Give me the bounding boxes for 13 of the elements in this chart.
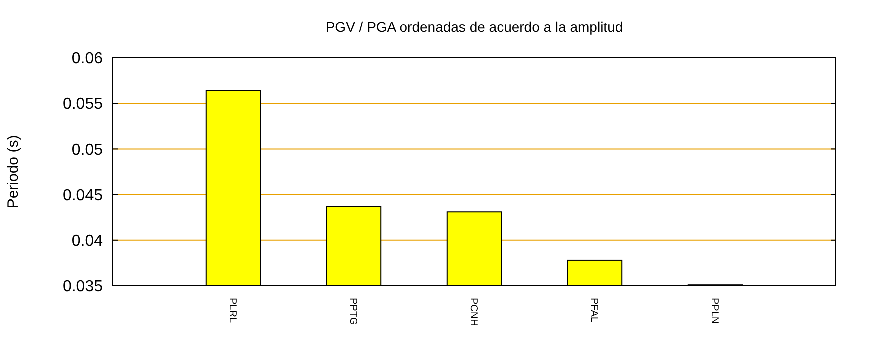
x-tick-label: PLRL bbox=[227, 298, 238, 324]
y-tick-label: 0.04 bbox=[72, 233, 104, 250]
y-tick-label: 0.06 bbox=[72, 50, 104, 68]
y-tick-label: 0.055 bbox=[62, 96, 104, 114]
y-axis-title: Periodo (s) bbox=[5, 135, 22, 209]
chart-title: PGV / PGA ordenadas de acuerdo a la amplitud bbox=[326, 19, 624, 35]
y-tick-label: 0.035 bbox=[62, 278, 104, 296]
x-tick-label: PPLN bbox=[709, 298, 720, 324]
x-tick-label: PCNH bbox=[468, 298, 479, 326]
x-tick-label: PPTG bbox=[348, 298, 358, 326]
y-tick-label: 0.045 bbox=[62, 187, 104, 204]
x-tick-label: PFAL bbox=[588, 298, 600, 323]
y-tick-label: 0.05 bbox=[72, 142, 104, 159]
